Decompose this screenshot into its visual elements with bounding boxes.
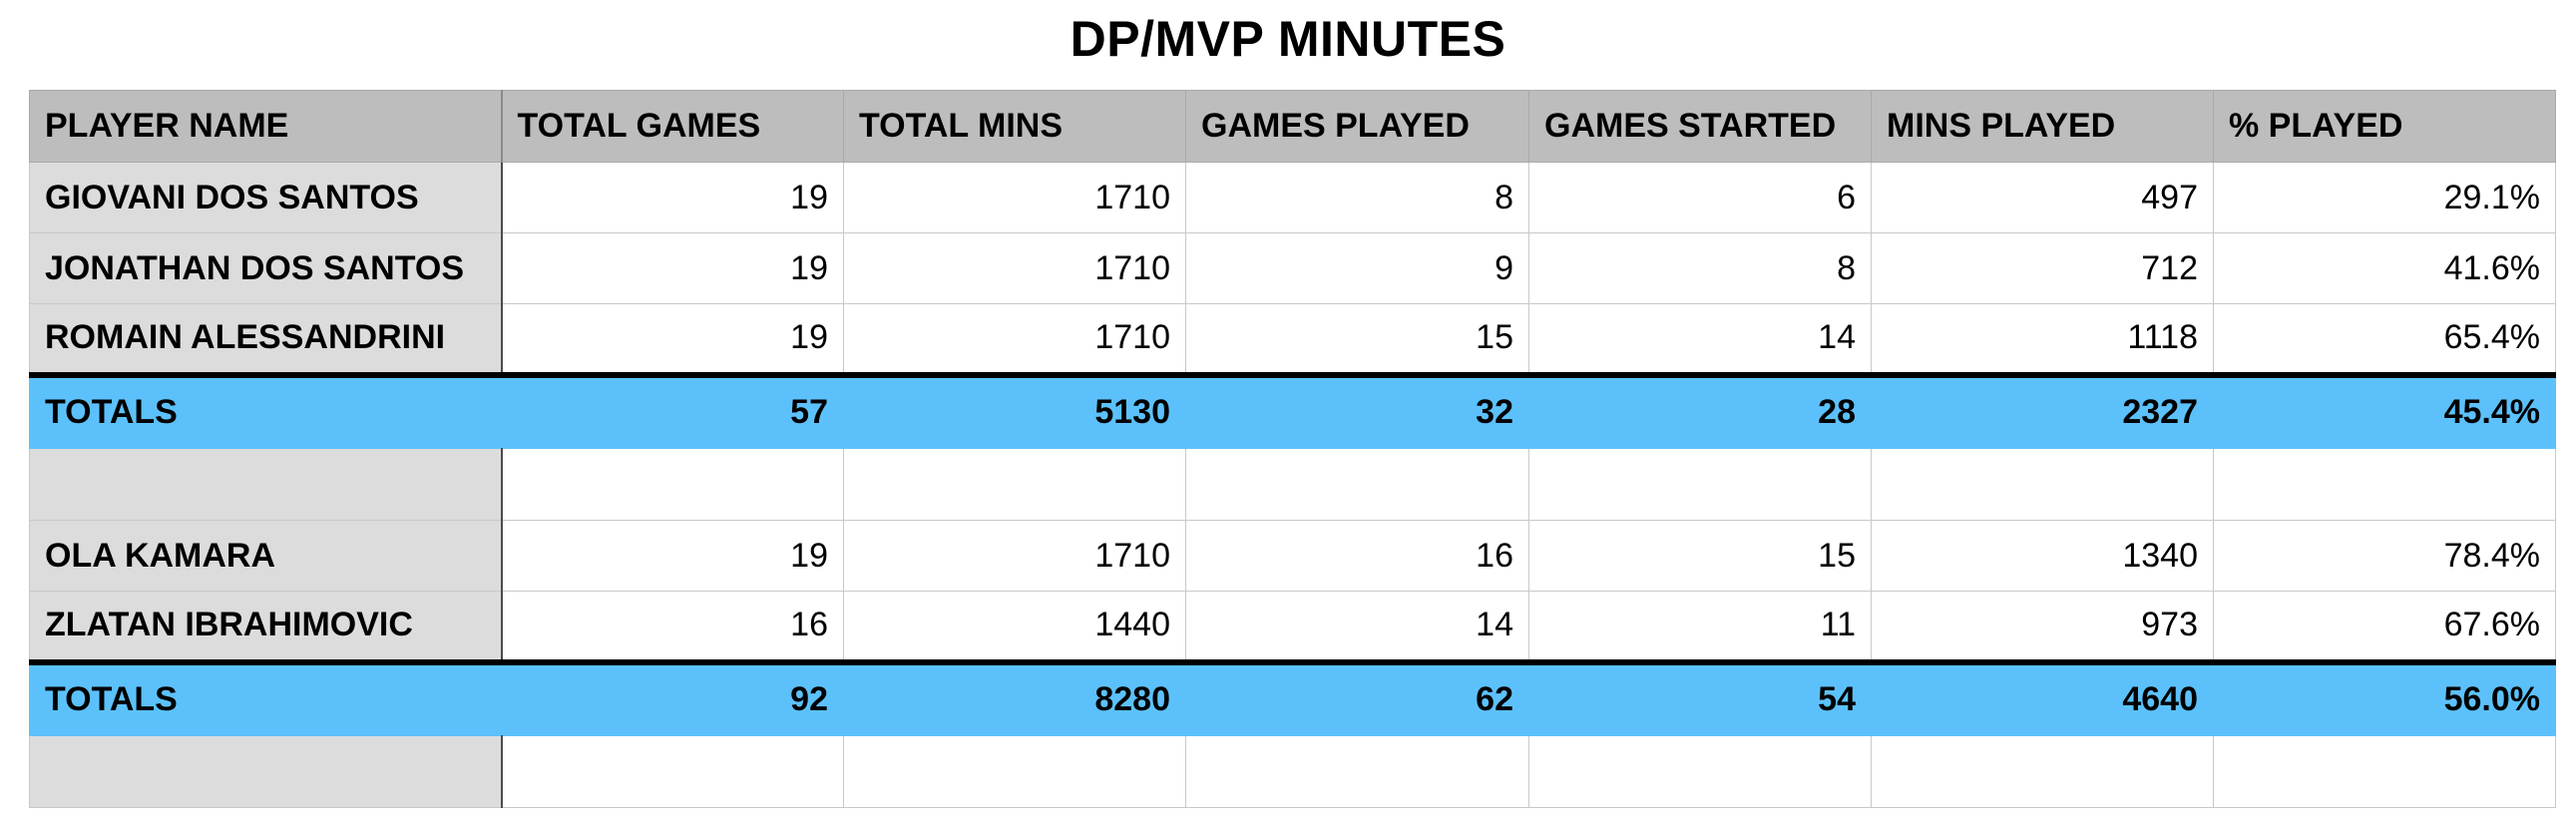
column-header-mins-played: MINS PLAYED — [1871, 90, 2214, 163]
pct-played-cell: 56.0% — [2213, 658, 2556, 736]
blank-row — [29, 735, 2556, 808]
total-mins-cell: 1710 — [843, 520, 1186, 592]
total-mins-cell: 1710 — [843, 162, 1186, 233]
column-header-games-played: GAMES PLAYED — [1185, 90, 1529, 163]
total-mins-cell: 8280 — [843, 658, 1186, 736]
player-name-cell: OLA KAMARA — [29, 520, 503, 592]
page-title: DP/MVP MINUTES — [1070, 11, 1506, 67]
total-games-cell: 92 — [501, 658, 844, 736]
pct-played-cell — [2213, 735, 2556, 808]
player-name-cell: ZLATAN IBRAHIMOVIC — [29, 591, 503, 662]
table-row: ZLATAN IBRAHIMOVIC 16 1440 14 11 973 67.… — [29, 591, 2556, 662]
games-started-cell: 11 — [1528, 591, 1872, 662]
total-games-cell — [501, 448, 844, 521]
games-started-cell — [1528, 448, 1872, 521]
total-mins-cell: 1440 — [843, 591, 1186, 662]
table-row: JONATHAN DOS SANTOS 19 1710 9 8 712 41.6… — [29, 232, 2556, 304]
mins-played-cell — [1871, 735, 2214, 808]
total-games-cell: 19 — [501, 303, 844, 375]
games-started-cell: 28 — [1528, 371, 1872, 449]
mins-played-cell: 1340 — [1871, 520, 2214, 592]
total-mins-cell: 1710 — [843, 303, 1186, 375]
player-name-cell: JONATHAN DOS SANTOS — [29, 232, 503, 304]
games-started-cell: 54 — [1528, 658, 1872, 736]
pct-played-cell: 78.4% — [2213, 520, 2556, 592]
games-started-cell: 14 — [1528, 303, 1872, 375]
column-header-total-mins: TOTAL MINS — [843, 90, 1186, 163]
total-games-cell — [501, 735, 844, 808]
column-header-total-games: TOTAL GAMES — [501, 90, 844, 163]
player-name-cell: GIOVANI DOS SANTOS — [29, 162, 503, 233]
total-mins-cell — [843, 735, 1186, 808]
table-row: GIOVANI DOS SANTOS 19 1710 8 6 497 29.1% — [29, 162, 2556, 233]
mins-played-cell: 2327 — [1871, 371, 2214, 449]
games-started-cell: 8 — [1528, 232, 1872, 304]
player-name-cell: ROMAIN ALESSANDRINI — [29, 303, 503, 375]
pct-played-cell: 65.4% — [2213, 303, 2556, 375]
totals-row: TOTALS 57 5130 32 28 2327 45.4% — [29, 371, 2556, 449]
games-played-cell: 62 — [1185, 658, 1529, 736]
column-header-pct-played: % PLAYED — [2213, 90, 2556, 163]
games-played-cell: 14 — [1185, 591, 1529, 662]
games-played-cell: 32 — [1185, 371, 1529, 449]
blank-row — [29, 448, 2556, 521]
table-row: ROMAIN ALESSANDRINI 19 1710 15 14 1118 6… — [29, 303, 2556, 375]
mins-played-cell: 712 — [1871, 232, 2214, 304]
total-mins-cell — [843, 448, 1186, 521]
games-started-cell: 15 — [1528, 520, 1872, 592]
mins-played-cell: 973 — [1871, 591, 2214, 662]
column-header-games-started: GAMES STARTED — [1528, 90, 1872, 163]
minutes-table: PLAYER NAME TOTAL GAMES TOTAL MINS GAMES… — [29, 90, 2556, 808]
column-header-player-name: PLAYER NAME — [29, 90, 503, 163]
mins-played-cell: 497 — [1871, 162, 2214, 233]
pct-played-cell — [2213, 448, 2556, 521]
player-name-cell — [29, 735, 503, 808]
pct-played-cell: 45.4% — [2213, 371, 2556, 449]
total-games-cell: 57 — [501, 371, 844, 449]
total-games-cell: 19 — [501, 520, 844, 592]
games-started-cell — [1528, 735, 1872, 808]
games-played-cell: 16 — [1185, 520, 1529, 592]
pct-played-cell: 67.6% — [2213, 591, 2556, 662]
mins-played-cell — [1871, 448, 2214, 521]
games-played-cell: 15 — [1185, 303, 1529, 375]
mins-played-cell: 1118 — [1871, 303, 2214, 375]
games-played-cell: 8 — [1185, 162, 1529, 233]
pct-played-cell: 29.1% — [2213, 162, 2556, 233]
total-games-cell: 19 — [501, 232, 844, 304]
games-played-cell — [1185, 448, 1529, 521]
total-mins-cell: 5130 — [843, 371, 1186, 449]
total-mins-cell: 1710 — [843, 232, 1186, 304]
totals-label-cell: TOTALS — [29, 371, 502, 449]
games-played-cell — [1185, 735, 1529, 808]
total-games-cell: 16 — [501, 591, 844, 662]
pct-played-cell: 41.6% — [2213, 232, 2556, 304]
totals-label-cell: TOTALS — [29, 658, 502, 736]
table-row: OLA KAMARA 19 1710 16 15 1340 78.4% — [29, 520, 2556, 592]
total-games-cell: 19 — [501, 162, 844, 233]
totals-row: TOTALS 92 8280 62 54 4640 56.0% — [29, 658, 2556, 736]
mins-played-cell: 4640 — [1871, 658, 2214, 736]
player-name-cell — [29, 448, 503, 521]
games-played-cell: 9 — [1185, 232, 1529, 304]
games-started-cell: 6 — [1528, 162, 1872, 233]
header-row: PLAYER NAME TOTAL GAMES TOTAL MINS GAMES… — [29, 90, 2556, 163]
